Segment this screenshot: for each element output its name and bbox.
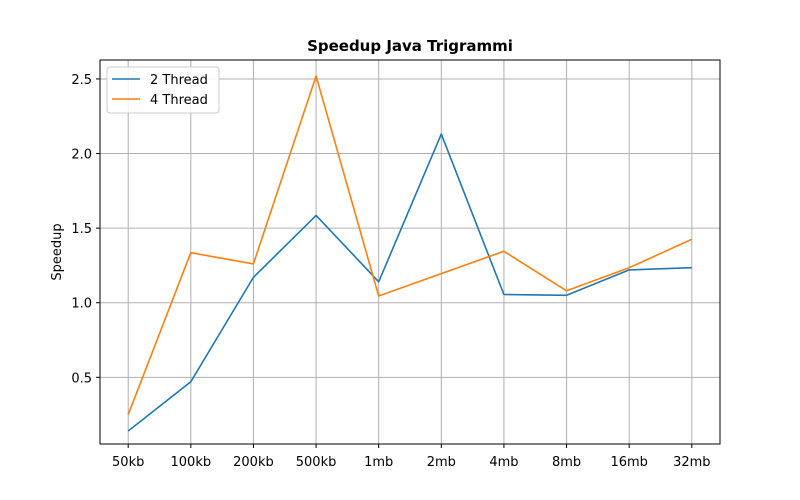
legend: 2 Thread 4 Thread	[106, 66, 220, 114]
y-tick-label: 0.5	[71, 371, 92, 386]
x-tick-label: 1mb	[364, 455, 393, 470]
ticks: 50kb 100kb 200kb 500kb 1mb 2mb 4mb 8mb 16mb 32mb 0…	[71, 73, 710, 470]
x-tick-label: 500kb	[296, 455, 337, 470]
legend-label-1: 2 Thread	[150, 73, 208, 88]
legend-label-2: 4 Thread	[150, 93, 208, 108]
series-layer	[127, 75, 693, 432]
y-tick-label: 2.5	[71, 73, 92, 88]
x-tick-label: 100kb	[171, 455, 212, 470]
series-line-1	[127, 133, 692, 432]
x-tick-label: 32mb	[673, 455, 710, 470]
x-tick-label: 16mb	[610, 455, 647, 470]
x-tick-label: 4mb	[489, 455, 518, 470]
x-tick-label: 50kb	[112, 455, 144, 470]
grid	[100, 60, 720, 444]
x-tick-label: 2mb	[427, 455, 456, 470]
x-tick-label: 200kb	[233, 455, 274, 470]
chart-title: Speedup Java Trigrammi	[307, 37, 513, 55]
y-tick-label: 2.0	[71, 148, 92, 163]
y-axis-label: Speedup	[50, 223, 65, 280]
plot-frame	[99, 59, 721, 445]
y-tick-label: 1.5	[71, 222, 92, 237]
series-line-2	[127, 75, 693, 415]
x-tick-label: 8mb	[552, 455, 581, 470]
y-tick-label: 1.0	[71, 297, 92, 312]
